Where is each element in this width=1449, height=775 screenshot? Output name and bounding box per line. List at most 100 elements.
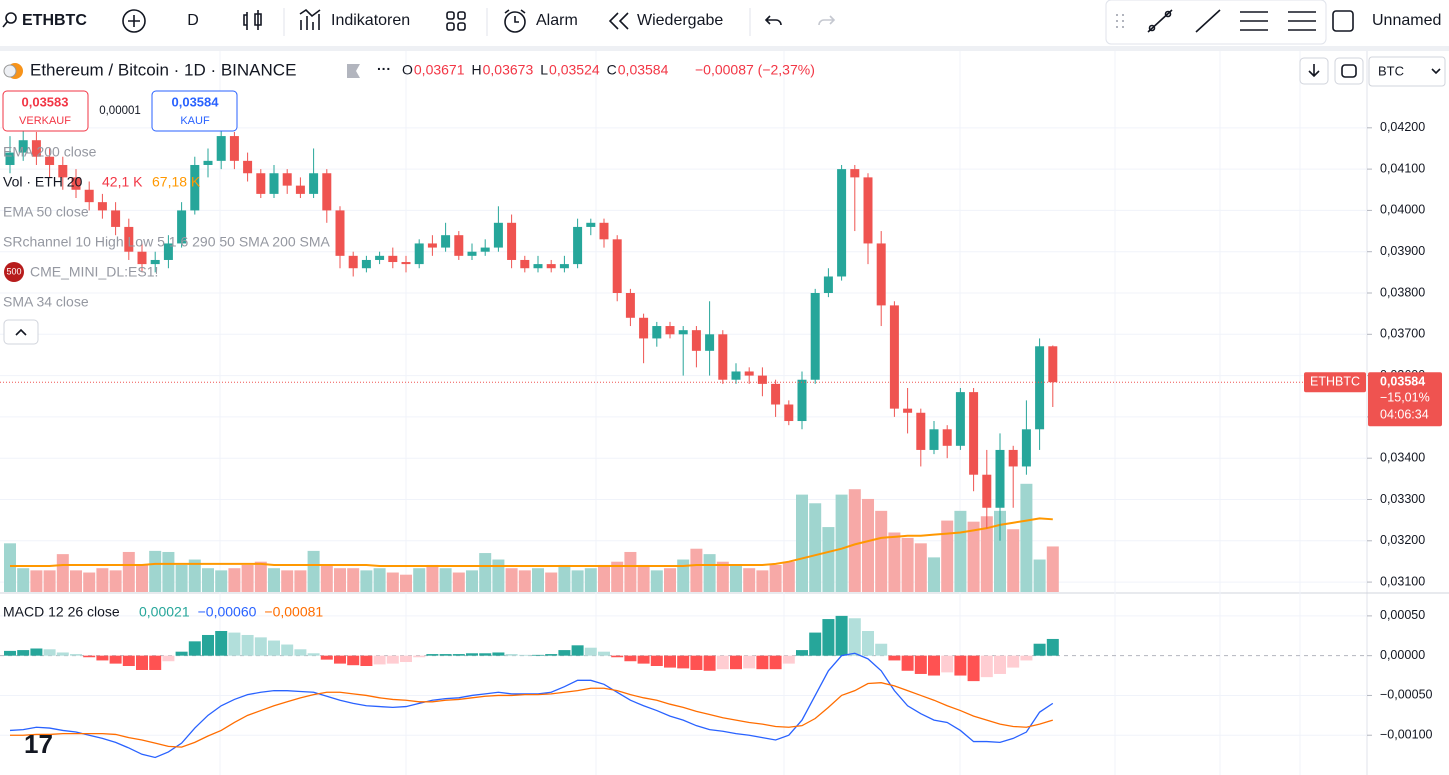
layout-button[interactable] [1332,10,1354,32]
macd-histogram-bar [320,655,333,660]
indicator-name[interactable]: SRchannel 10 High Low 5 1 6 290 50 SMA 2… [3,234,331,250]
sell-button[interactable] [2,90,89,132]
sell-label: VERKAUF [19,115,71,127]
ohlc-key: O [402,62,413,78]
macd-histogram-bar [149,655,162,670]
indicator-name[interactable]: SMA 34 close [3,294,89,310]
compare-button[interactable] [122,9,146,33]
undo-button[interactable] [764,15,782,26]
candle-body [507,222,517,260]
fib-tool[interactable] [1240,11,1268,31]
indicators-button[interactable]: Indikatoren [331,12,410,29]
volume-bar [202,568,214,592]
alarm-button[interactable]: Alarm [536,12,578,29]
symbol-logo [3,64,17,78]
volume-bar [426,564,439,592]
search-icon[interactable] [5,12,17,24]
macd-histogram-bar [175,651,188,656]
volume-bar [4,543,16,592]
macd-histogram-bar [254,637,267,656]
candle-body [955,392,965,446]
candle-body [401,262,411,265]
macd-histogram-bar [202,634,214,656]
replay-icon [608,12,629,30]
symbol-button[interactable]: ETHBTC [22,12,87,29]
y-tick-label: 0,03900 [1380,244,1425,258]
candle-body [31,140,41,157]
volume-bar [413,568,426,592]
flag-icon[interactable] [347,64,360,78]
volume-bar [294,570,307,592]
candle-body [427,243,437,248]
macd-histogram-bar [532,654,544,656]
templates-button[interactable] [446,11,455,20]
interval-button[interactable]: D [187,12,199,29]
candle-body [203,160,213,165]
chart-type-button[interactable] [243,10,262,30]
macd-histogram-bar [347,655,360,666]
y-tick-label: 0,04100 [1380,161,1425,175]
tool-handle [1164,10,1172,18]
ohlc-value: 0,03673 [483,62,534,78]
macd-histogram-bar [70,654,82,656]
candle-body [546,264,556,269]
more-button[interactable]: ··· [377,61,391,77]
macd-histogram-bar [307,653,320,656]
drag-handle[interactable] [1116,14,1124,28]
ray-tool[interactable] [1195,9,1221,33]
macd-histogram-bar [545,654,558,656]
macd-histogram-bar [769,655,782,670]
macd-histogram-bar [941,655,954,673]
currency-select[interactable] [1368,56,1446,87]
candle-body [322,173,332,211]
candle-body [678,330,688,335]
volume-bar [558,564,571,592]
macd-histogram-bar [624,655,637,662]
buy-button[interactable] [151,90,238,132]
macd-histogram-bar [452,654,465,656]
macd-histogram-bar [83,655,96,658]
indicator-name[interactable]: EMA 50 close [3,204,89,220]
candle-body [929,429,939,450]
volume-bar [822,527,835,592]
redo-button[interactable] [818,15,836,26]
candle-body [493,222,503,248]
candle-body [295,185,305,194]
macd-histogram-bar [1020,655,1033,661]
macd-histogram-bar [294,649,307,656]
macd-histogram-bar [637,655,650,664]
candle-body [97,202,107,211]
macd-histogram-bar [188,641,201,656]
candle-body [599,222,609,240]
candle-body [810,293,820,380]
reset-button[interactable] [1334,57,1364,85]
indicator-name[interactable]: Vol · ETH 20 [3,174,83,190]
candle-body [480,247,490,252]
ohlc-legend: O 0,03671 H 0,03673 L 0,03524 C 0,03584 [402,62,669,78]
y-tick-label: 0,03300 [1380,492,1425,506]
macd-histogram-bar [386,655,399,664]
volume-bar [518,570,531,592]
alarm-icon [504,9,526,23]
macd-histogram-bar [558,650,571,656]
indicator-name[interactable]: EMA 200 close [3,144,97,160]
indicator-name[interactable]: CME_MINI_DL:ES1! [30,264,158,280]
volume-bar [228,568,241,592]
macd-histogram-bar [611,655,624,658]
axis-layer: 0,04200 0,04100 0,04000 0,03900 0,03800 0,037… [139,120,1442,742]
trend-line-tool[interactable] [1147,9,1173,33]
macd-title: MACD 12 26 close [3,604,120,620]
macd-histogram-bar [281,644,294,656]
collapse-button[interactable] [3,319,39,345]
volume-bar [980,516,993,592]
collapse-icon [15,328,27,336]
volume-bar [664,568,676,592]
volume-bar [1033,559,1046,592]
replay-button[interactable]: Wiedergabe [637,12,723,29]
fib-extension-tool[interactable] [1288,11,1316,31]
macd-histogram-bar [439,654,452,656]
candle-body [850,169,860,178]
macd-histogram-bar [888,655,901,661]
layout-name[interactable]: Unnamed [1372,12,1441,29]
change-label: −0,00087 (−2,37%) [695,62,815,78]
